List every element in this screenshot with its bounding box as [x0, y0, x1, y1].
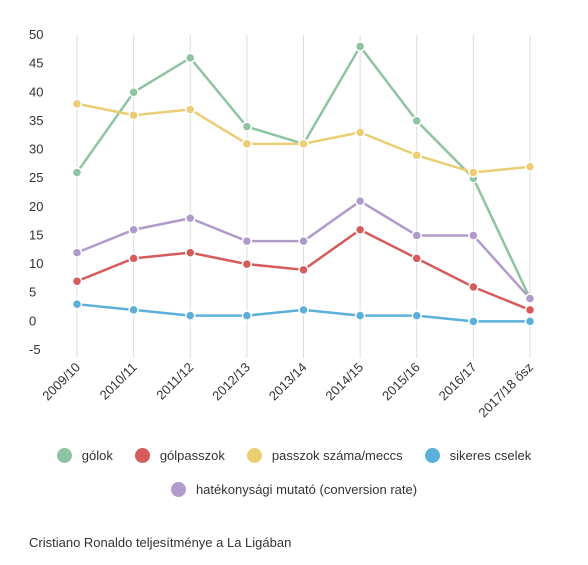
legend-label-passzok: passzok száma/meccs: [271, 448, 403, 463]
data-point-golpasszok[interactable]: [241, 258, 253, 270]
y-tick-label: 0: [29, 313, 36, 328]
data-point-hatekonysagi-mutato-conversion-rate[interactable]: [524, 293, 536, 304]
data-point-sikeres-cselek[interactable]: [241, 310, 253, 321]
data-point-golok[interactable]: [354, 41, 366, 52]
data-point-hatekonysagi-mutato-conversion-rate[interactable]: [241, 235, 253, 247]
chart-caption: Cristiano Ronaldo teljesítménye a La Lig…: [29, 535, 292, 550]
legend-row-1: gólok gólpasszok passzok száma/meccs sik…: [0, 448, 588, 463]
legend-row-2: hatékonysági mutató (conversion rate): [0, 482, 588, 497]
y-tick-label: 40: [29, 84, 43, 99]
data-point-sikeres-cselek[interactable]: [468, 316, 479, 327]
data-point-golpasszok[interactable]: [354, 224, 366, 235]
y-tick-label: -5: [29, 342, 41, 357]
x-tick-label: 2015/16: [379, 360, 423, 404]
legend-swatch-hatekonysag: [170, 482, 186, 497]
data-point-golpasszok[interactable]: [524, 304, 536, 316]
x-tick-label: 2016/17: [436, 360, 480, 404]
data-point-hatekonysagi-mutato-conversion-rate[interactable]: [71, 247, 83, 258]
data-point-golpasszok[interactable]: [411, 253, 422, 264]
line-chart: -5 0 5 10 15 20 25 30 35 40 45 50 2009/10 2010/11 201…: [29, 27, 536, 421]
y-tick-label: 35: [29, 113, 43, 128]
data-point-golpasszok[interactable]: [298, 264, 309, 276]
legend-swatch-cselek: [424, 448, 440, 463]
series-points: [71, 41, 536, 327]
y-tick-label: 50: [29, 27, 43, 42]
data-point-sikeres-cselek[interactable]: [354, 310, 366, 321]
x-tick-label: 2009/10: [39, 360, 83, 404]
data-point-passzok-szama-meccs[interactable]: [468, 167, 479, 178]
y-axis-ticks: -5 0 5 10 15 20 25 30 35 40 45 50: [29, 27, 43, 357]
data-point-golok[interactable]: [128, 87, 139, 98]
legend-label-cselek: sikeres cselek: [449, 448, 532, 463]
data-point-hatekonysagi-mutato-conversion-rate[interactable]: [298, 235, 309, 247]
legend-item-hatekonysag[interactable]: hatékonysági mutató (conversion rate): [170, 482, 418, 497]
data-point-passzok-szama-meccs[interactable]: [524, 161, 536, 172]
data-point-hatekonysagi-mutato-conversion-rate[interactable]: [411, 230, 422, 241]
data-point-sikeres-cselek[interactable]: [185, 310, 196, 321]
x-tick-label: 2017/18 ősz: [475, 360, 536, 421]
x-tick-label: 2013/14: [266, 360, 310, 404]
data-point-golpasszok[interactable]: [185, 247, 196, 258]
legend-item-passzok[interactable]: passzok száma/meccs: [246, 448, 403, 463]
data-point-golpasszok[interactable]: [468, 281, 479, 293]
data-point-sikeres-cselek[interactable]: [128, 304, 139, 316]
legend-label-hatekonysag: hatékonysági mutató (conversion rate): [195, 482, 418, 497]
data-point-passzok-szama-meccs[interactable]: [241, 138, 253, 150]
data-point-hatekonysagi-mutato-conversion-rate[interactable]: [185, 213, 196, 224]
data-point-passzok-szama-meccs[interactable]: [411, 150, 422, 161]
data-point-passzok-szama-meccs[interactable]: [128, 109, 139, 121]
data-point-sikeres-cselek[interactable]: [411, 310, 422, 321]
y-tick-label: 30: [29, 142, 43, 157]
x-tick-label: 2014/15: [322, 360, 366, 404]
legend-item-golpasszok[interactable]: gólpasszok: [134, 448, 225, 463]
data-point-passzok-szama-meccs[interactable]: [298, 138, 309, 150]
data-point-sikeres-cselek[interactable]: [298, 304, 309, 316]
y-tick-label: 45: [29, 56, 43, 71]
data-point-sikeres-cselek[interactable]: [524, 316, 536, 327]
data-point-sikeres-cselek[interactable]: [71, 298, 83, 310]
x-tick-label: 2011/12: [153, 360, 196, 403]
data-point-golok[interactable]: [241, 121, 253, 132]
legend-swatch-golok: [56, 448, 72, 463]
y-tick-label: 5: [29, 285, 36, 300]
x-tick-label: 2010/11: [97, 360, 140, 403]
data-point-passzok-szama-meccs[interactable]: [354, 127, 366, 138]
data-point-golpasszok[interactable]: [71, 276, 83, 287]
data-point-passzok-szama-meccs[interactable]: [185, 104, 196, 115]
legend-swatch-passzok: [246, 448, 262, 463]
data-point-hatekonysagi-mutato-conversion-rate[interactable]: [468, 230, 479, 241]
x-tick-label: 2012/13: [209, 360, 253, 404]
data-point-passzok-szama-meccs[interactable]: [71, 98, 83, 109]
legend-item-cselek[interactable]: sikeres cselek: [424, 448, 532, 463]
data-point-golok[interactable]: [411, 115, 422, 127]
legend-swatch-golpasszok: [134, 448, 150, 463]
x-axis-ticks: 2009/10 2010/11 2011/12 2012/13 2013/14 2014/…: [39, 360, 536, 421]
legend-item-golok[interactable]: gólok: [56, 448, 113, 463]
data-point-golpasszok[interactable]: [128, 253, 139, 264]
data-point-hatekonysagi-mutato-conversion-rate[interactable]: [128, 224, 139, 235]
data-point-golok[interactable]: [71, 167, 83, 178]
y-tick-label: 20: [29, 199, 43, 214]
legend-label-golok: gólok: [81, 448, 113, 463]
y-tick-label: 10: [29, 256, 43, 271]
data-point-golok[interactable]: [185, 52, 196, 64]
data-point-hatekonysagi-mutato-conversion-rate[interactable]: [354, 195, 366, 207]
y-tick-label: 25: [29, 170, 43, 185]
y-tick-label: 15: [29, 227, 43, 242]
legend-label-golpasszok: gólpasszok: [159, 448, 225, 463]
